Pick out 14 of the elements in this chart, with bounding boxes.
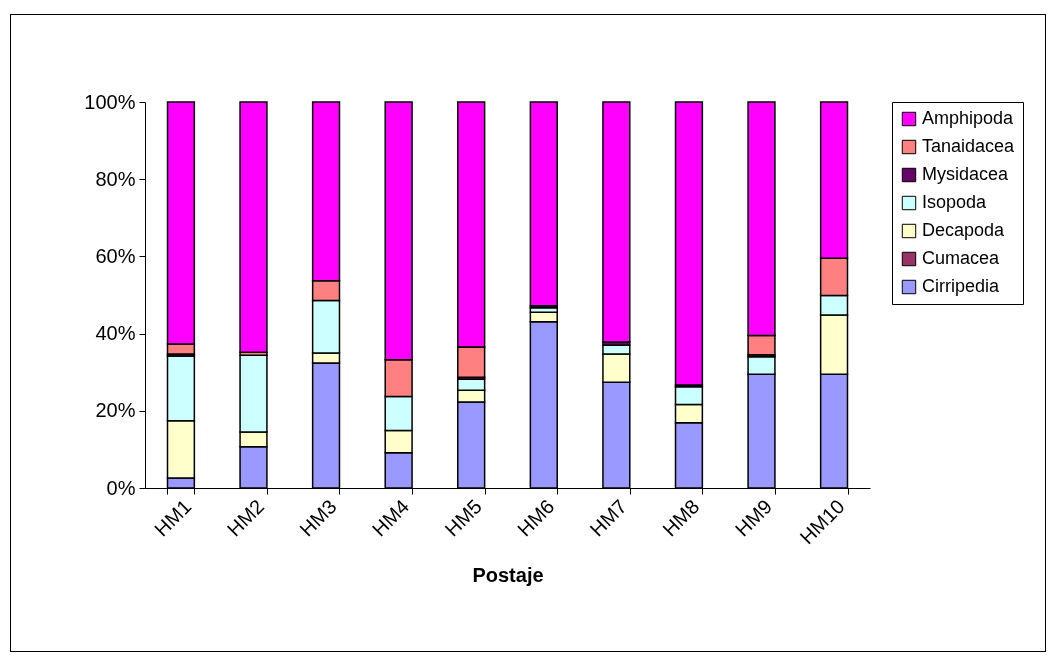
legend-label: Isopoda — [922, 192, 988, 212]
legend-label: Cumacea — [922, 248, 1001, 268]
y-tick-label: 40% — [95, 322, 136, 345]
y-tick-label: 80% — [95, 167, 136, 190]
y-tick-label: 100% — [84, 90, 136, 113]
legend-label: Amphipoda — [922, 108, 1015, 128]
legend-label: Decapoda — [922, 220, 1006, 240]
y-tick-label: 0% — [106, 476, 136, 499]
y-tick-label: 20% — [95, 399, 136, 422]
legend-label: Mysidacea — [922, 164, 1010, 184]
x-axis-title: Postaje — [472, 564, 544, 587]
legend-label: Cirripedia — [922, 276, 1001, 296]
legend-label: Tanaidacea — [922, 136, 1016, 156]
y-tick-label: 60% — [95, 244, 136, 267]
